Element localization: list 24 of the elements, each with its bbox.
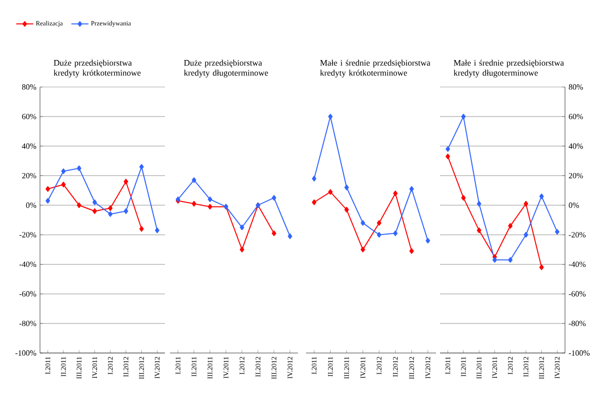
y-tick-label: 40% (22, 143, 36, 149)
y-tick-label: -60% (19, 291, 36, 297)
y-tick-label: -20% (19, 232, 36, 238)
y-tick-label: -20% (568, 232, 586, 238)
y-tick-label: 0% (26, 202, 36, 208)
y-tick-label: 0% (568, 202, 579, 208)
y-tick-label: -100% (568, 350, 590, 356)
chart-title: Duże przedsiębiorstwa kredyty krótkoterminowe (54, 60, 141, 78)
y-tick-label: 60% (568, 114, 583, 120)
y-tick-label: 40% (568, 143, 583, 149)
y-tick-label: 20% (22, 172, 36, 178)
y-tick-label: -40% (19, 262, 36, 268)
chart-title: Małe i średnie przedsiębiorstwa kredyty krótkoterminowe (320, 60, 430, 78)
chart-title: Duże przedsiębiorstwa kredyty długoterminowe (184, 60, 268, 78)
y-tick-label: -80% (568, 320, 586, 326)
y-tick-label: 80% (568, 84, 583, 90)
y-tick-label: -60% (568, 291, 586, 297)
y-tick-label: -40% (568, 262, 586, 268)
y-tick-label: 80% (22, 84, 36, 90)
y-tick-label: -100% (15, 350, 36, 356)
y-tick-label: 60% (22, 114, 36, 120)
chart-title: Małe i średnie przedsiębiorstwa kredyty długoterminowe (454, 60, 564, 78)
y-tick-label: -80% (19, 320, 36, 326)
y-tick-label: 20% (568, 172, 583, 178)
